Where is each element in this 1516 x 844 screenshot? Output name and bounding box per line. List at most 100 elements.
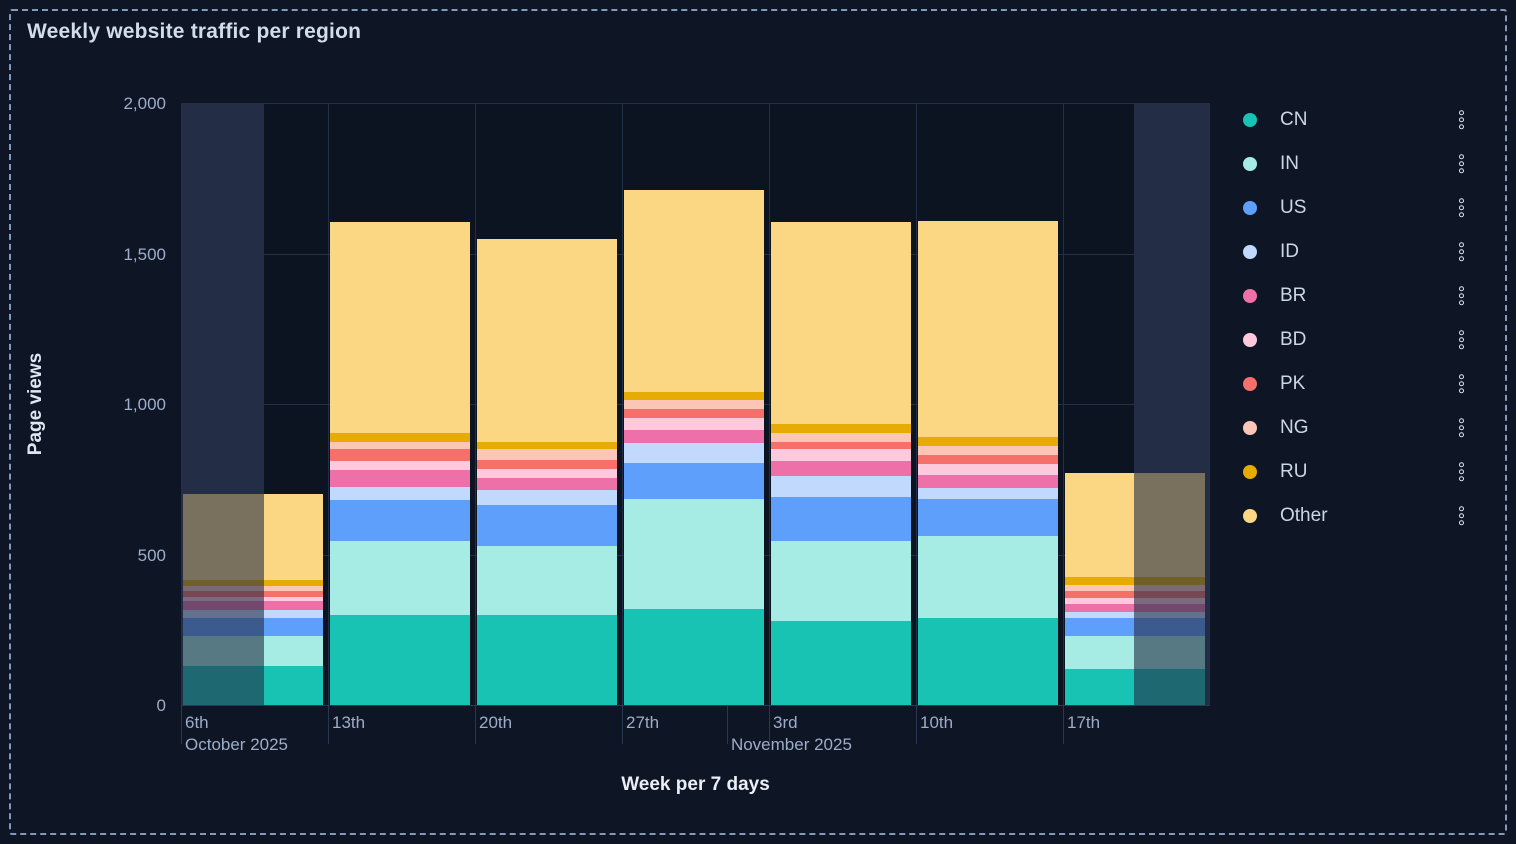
bar-segment-PK-27th[interactable] bbox=[624, 408, 764, 418]
bar-segment-CN-20th[interactable] bbox=[477, 614, 617, 705]
bar-segment-NG-27th[interactable] bbox=[624, 399, 764, 409]
bar-segment-CN-10th[interactable] bbox=[918, 617, 1058, 705]
bar-3rd[interactable] bbox=[771, 221, 911, 705]
bar-segment-US-3rd[interactable] bbox=[771, 497, 911, 541]
bar-segment-ID-20th[interactable] bbox=[477, 489, 617, 505]
legend-item-IN[interactable]: IN bbox=[1243, 142, 1478, 186]
bar-segment-ID-17th[interactable] bbox=[1065, 611, 1134, 618]
bar-segment-US-27th[interactable] bbox=[624, 462, 764, 499]
legend-item-PK[interactable]: PK bbox=[1243, 362, 1478, 406]
bar-segment-BD-17th[interactable] bbox=[1065, 598, 1134, 605]
bar-segment-PK-13th[interactable] bbox=[330, 449, 470, 462]
bar-segment-CN-17th[interactable] bbox=[1065, 668, 1134, 705]
bar-segment-CN-6th[interactable] bbox=[264, 665, 323, 705]
plot-area[interactable] bbox=[181, 103, 1210, 706]
bar-segment-BD-10th[interactable] bbox=[918, 464, 1058, 475]
bar-segment-BR-6th[interactable] bbox=[264, 601, 323, 611]
bar-segment-NG-17th[interactable] bbox=[1065, 584, 1134, 591]
bar-segment-PK-17th[interactable] bbox=[1065, 590, 1134, 599]
bar-segment-PK-17th[interactable] bbox=[1133, 590, 1205, 599]
bar-segment-BD-6th[interactable] bbox=[264, 596, 323, 602]
bar-segment-Other-6th[interactable] bbox=[264, 494, 323, 581]
bar-segment-BR-20th[interactable] bbox=[477, 477, 617, 490]
bar-segment-ID-3rd[interactable] bbox=[771, 476, 911, 498]
bar-segment-IN-17th[interactable] bbox=[1065, 635, 1134, 669]
bar-segment-RU-10th[interactable] bbox=[918, 437, 1058, 447]
bar-segment-IN-10th[interactable] bbox=[918, 536, 1058, 618]
bar-20th[interactable] bbox=[477, 238, 617, 705]
bar-segment-RU-17th[interactable] bbox=[1065, 577, 1134, 585]
bar-segment-IN-3rd[interactable] bbox=[771, 540, 911, 621]
bar-segment-Other-10th[interactable] bbox=[918, 220, 1058, 438]
bar-segment-Other-17th[interactable] bbox=[1133, 473, 1205, 578]
bar-segment-BD-13th[interactable] bbox=[330, 461, 470, 471]
bar-segment-NG-3rd[interactable] bbox=[771, 432, 911, 442]
kebab-vertical-dots-icon[interactable] bbox=[1457, 107, 1466, 133]
kebab-vertical-dots-icon[interactable] bbox=[1457, 151, 1466, 177]
bar-segment-RU-3rd[interactable] bbox=[771, 423, 911, 433]
kebab-vertical-dots-icon[interactable] bbox=[1457, 371, 1466, 397]
bar-segment-ID-6th[interactable] bbox=[264, 610, 323, 618]
bar-segment-BR-17th[interactable] bbox=[1133, 604, 1205, 612]
bar-segment-US-17th[interactable] bbox=[1065, 617, 1134, 636]
legend-item-Other[interactable]: Other bbox=[1243, 494, 1478, 538]
bar-segment-PK-10th[interactable] bbox=[918, 455, 1058, 465]
kebab-vertical-dots-icon[interactable] bbox=[1457, 503, 1466, 529]
bar-segment-IN-20th[interactable] bbox=[477, 545, 617, 615]
bar-segment-BR-27th[interactable] bbox=[624, 429, 764, 444]
bar-segment-PK-20th[interactable] bbox=[477, 459, 617, 469]
bar-segment-PK-6th[interactable] bbox=[183, 590, 265, 597]
bar-17th[interactable] bbox=[1065, 473, 1205, 705]
bar-segment-ID-13th[interactable] bbox=[330, 486, 470, 501]
bar-segment-Other-13th[interactable] bbox=[330, 222, 470, 433]
bar-segment-NG-17th[interactable] bbox=[1133, 584, 1205, 591]
bar-segment-CN-17th[interactable] bbox=[1133, 668, 1205, 705]
bar-segment-US-10th[interactable] bbox=[918, 498, 1058, 537]
bar-10th[interactable] bbox=[918, 220, 1058, 705]
bar-segment-US-6th[interactable] bbox=[183, 617, 265, 636]
legend-item-RU[interactable]: RU bbox=[1243, 450, 1478, 494]
bar-segment-Other-6th[interactable] bbox=[183, 494, 265, 581]
kebab-vertical-dots-icon[interactable] bbox=[1457, 459, 1466, 485]
bar-segment-NG-6th[interactable] bbox=[264, 586, 323, 591]
bar-segment-RU-6th[interactable] bbox=[183, 580, 265, 587]
bar-segment-BR-6th[interactable] bbox=[183, 601, 265, 611]
bar-13th[interactable] bbox=[330, 222, 470, 705]
bar-segment-CN-13th[interactable] bbox=[330, 614, 470, 705]
kebab-vertical-dots-icon[interactable] bbox=[1457, 239, 1466, 265]
bar-segment-Other-3rd[interactable] bbox=[771, 221, 911, 424]
bar-segment-RU-17th[interactable] bbox=[1133, 577, 1205, 585]
bar-segment-IN-17th[interactable] bbox=[1133, 635, 1205, 669]
bar-segment-BD-6th[interactable] bbox=[183, 596, 265, 602]
bar-segment-RU-6th[interactable] bbox=[264, 580, 323, 587]
bar-segment-CN-6th[interactable] bbox=[183, 665, 265, 705]
bar-segment-PK-3rd[interactable] bbox=[771, 441, 911, 450]
bar-segment-BD-3rd[interactable] bbox=[771, 449, 911, 462]
bar-segment-Other-20th[interactable] bbox=[477, 238, 617, 442]
bar-segment-CN-3rd[interactable] bbox=[771, 620, 911, 705]
bar-segment-NG-10th[interactable] bbox=[918, 446, 1058, 456]
bar-segment-NG-13th[interactable] bbox=[330, 441, 470, 450]
bar-6th[interactable] bbox=[183, 494, 323, 705]
bar-segment-BR-17th[interactable] bbox=[1065, 604, 1134, 612]
bar-segment-RU-13th[interactable] bbox=[330, 432, 470, 442]
bar-segment-BD-20th[interactable] bbox=[477, 468, 617, 478]
bar-segment-US-20th[interactable] bbox=[477, 504, 617, 546]
bar-segment-BR-13th[interactable] bbox=[330, 470, 470, 487]
bar-segment-PK-6th[interactable] bbox=[264, 590, 323, 597]
bar-segment-US-6th[interactable] bbox=[264, 617, 323, 636]
bar-segment-NG-6th[interactable] bbox=[183, 586, 265, 591]
bar-segment-RU-27th[interactable] bbox=[624, 392, 764, 400]
bar-segment-Other-27th[interactable] bbox=[624, 190, 764, 393]
bar-segment-NG-20th[interactable] bbox=[477, 449, 617, 460]
bar-segment-CN-27th[interactable] bbox=[624, 608, 764, 705]
bar-segment-IN-6th[interactable] bbox=[183, 635, 265, 666]
kebab-vertical-dots-icon[interactable] bbox=[1457, 195, 1466, 221]
bar-segment-Other-17th[interactable] bbox=[1065, 473, 1134, 578]
bar-segment-ID-6th[interactable] bbox=[183, 610, 265, 618]
bar-segment-IN-13th[interactable] bbox=[330, 541, 470, 615]
bar-segment-ID-17th[interactable] bbox=[1133, 611, 1205, 618]
bar-segment-BD-27th[interactable] bbox=[624, 417, 764, 430]
bar-segment-BR-10th[interactable] bbox=[918, 474, 1058, 489]
legend-item-ID[interactable]: ID bbox=[1243, 230, 1478, 274]
